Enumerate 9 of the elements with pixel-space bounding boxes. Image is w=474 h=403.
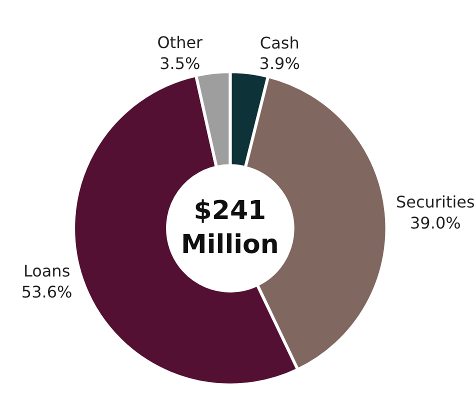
slice-label: Loans bbox=[23, 262, 70, 281]
data-label: 3.5% bbox=[160, 54, 200, 73]
data-label: 53.6% bbox=[21, 282, 72, 302]
slice-label: Other bbox=[157, 33, 204, 52]
slice-label: Securities bbox=[396, 192, 474, 212]
data-label: 39.0% bbox=[410, 213, 461, 232]
slice-label: Cash bbox=[260, 33, 300, 52]
data-label: 3.9% bbox=[259, 54, 300, 74]
text: $241 Million bbox=[181, 196, 279, 260]
